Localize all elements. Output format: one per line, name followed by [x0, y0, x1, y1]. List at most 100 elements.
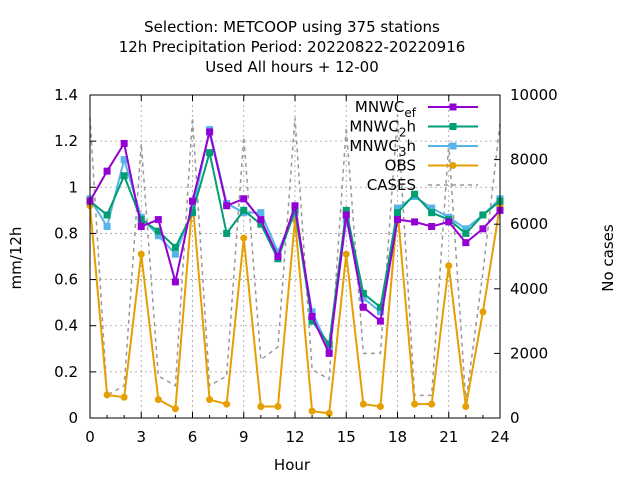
data-point [462, 402, 470, 410]
data-point [171, 250, 179, 258]
y-tick-label: 0.2 [54, 363, 78, 381]
data-point [154, 227, 162, 235]
data-point [257, 220, 265, 228]
x-tick-label: 12 [285, 428, 304, 446]
data-point [428, 400, 436, 408]
series-line [89, 114, 501, 402]
data-point [120, 172, 128, 180]
data-point [359, 400, 367, 408]
x-tick-label: 18 [388, 428, 407, 446]
data-point [394, 204, 401, 212]
data-point [359, 289, 367, 297]
data-point [240, 234, 248, 242]
data-point [359, 294, 367, 302]
data-point [103, 167, 111, 175]
data-point [154, 396, 162, 404]
data-point [308, 407, 316, 415]
legend-label: CASES [367, 176, 416, 194]
data-point [394, 216, 401, 224]
y-axis-label: mm/12h [7, 227, 25, 290]
y2-tick-label: 10000 [510, 86, 558, 104]
chart-title: Selection: METCOOP using 375 stations 12… [119, 18, 466, 76]
y2-tick-label: 6000 [510, 215, 548, 233]
data-point [206, 149, 214, 157]
y-axis-right: 0 2000 4000 6000 8000 10000 [494, 86, 558, 427]
y2-tick-label: 8000 [510, 151, 548, 169]
data-point [154, 232, 162, 240]
legend-entry: MNWC3h [349, 137, 478, 159]
data-point [342, 206, 350, 214]
title-line-1: Selection: METCOOP using 375 stations [144, 18, 440, 36]
data-point [394, 209, 401, 217]
data-point [103, 223, 111, 231]
legend-marker [449, 162, 457, 169]
legend-entry: CASES [367, 176, 478, 194]
data-point [325, 409, 333, 417]
x-tick-label: 21 [439, 428, 458, 446]
title-line-2: 12h Precipitation Period: 20220822-20220… [119, 38, 466, 56]
legend-marker [449, 123, 457, 130]
x-tick-label: 15 [337, 428, 356, 446]
y-tick-label: 1 [68, 178, 78, 196]
data-point [445, 262, 453, 270]
legend-label: MNWCef [355, 98, 417, 120]
data-point [257, 216, 265, 224]
data-point [120, 156, 128, 164]
data-point [137, 216, 145, 224]
data-point [171, 278, 179, 286]
y-tick-label: 0.8 [54, 224, 78, 242]
data-point [223, 202, 231, 210]
series-obs [86, 197, 504, 417]
y-tick-label: 0 [68, 409, 78, 427]
data-point [120, 139, 128, 147]
data-point [223, 229, 231, 237]
data-point [274, 253, 282, 260]
legend-label: MNWC3h [349, 137, 416, 159]
data-point [376, 317, 384, 325]
data-point [171, 405, 179, 413]
data-point [428, 223, 436, 231]
y-axis-left: 0 0.2 0.4 0.6 0.8 1 1.2 1.4 [54, 86, 96, 427]
data-point [223, 400, 231, 408]
y-tick-label: 1.2 [54, 132, 78, 150]
data-point [376, 303, 384, 311]
legend-entry: OBS [385, 157, 478, 175]
x-tick-label: 3 [136, 428, 146, 446]
grid [90, 95, 500, 418]
data-point [189, 209, 196, 217]
x-tick-label: 0 [85, 428, 95, 446]
data-point [428, 209, 436, 217]
data-point [240, 195, 248, 203]
data-point [342, 250, 350, 258]
data-series [86, 126, 504, 417]
x-axis-label: Hour [274, 456, 311, 474]
legend-marker [449, 142, 457, 150]
data-point [445, 218, 453, 226]
data-point [411, 190, 419, 198]
y-tick-label: 0.6 [54, 271, 78, 289]
data-point [479, 211, 487, 219]
data-point [359, 303, 367, 311]
data-point [411, 400, 419, 408]
data-point [257, 402, 265, 410]
y2-tick-label: 4000 [510, 280, 548, 298]
data-point [308, 317, 316, 325]
data-point [171, 243, 179, 251]
data-point [411, 218, 419, 226]
data-point [428, 204, 436, 212]
data-point [274, 248, 282, 256]
y-tick-label: 0.4 [54, 317, 78, 335]
data-point [479, 308, 487, 316]
legend-entry: MNWCef [355, 98, 478, 120]
legend-label: OBS [385, 157, 416, 175]
data-point [325, 340, 333, 348]
data-point [206, 128, 214, 136]
x-tick-label: 9 [239, 428, 249, 446]
data-point [103, 211, 111, 219]
data-point [462, 225, 470, 233]
data-point [274, 402, 282, 410]
data-point [479, 225, 487, 233]
x-tick-label: 6 [188, 428, 198, 446]
